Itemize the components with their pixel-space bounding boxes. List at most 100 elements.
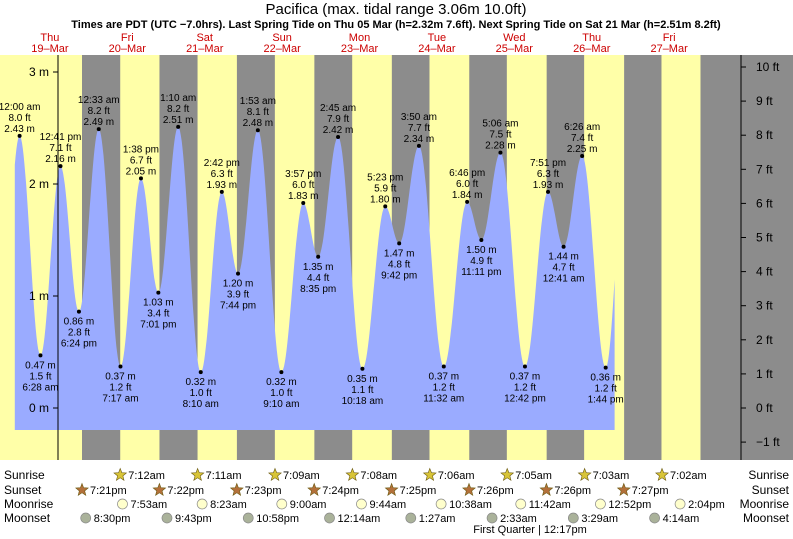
moonrise-moon-icon <box>674 498 686 510</box>
moonset-moon-icon <box>486 512 498 524</box>
tide-ft-label: 6.7 ft <box>130 155 152 166</box>
sunset-star-icon <box>616 482 631 496</box>
moonrise-time: 8:23am <box>210 499 247 511</box>
tide-time-label: 10:18 am <box>342 396 384 407</box>
tide-m-label: 0.47 m <box>25 360 56 371</box>
tide-point <box>255 128 260 133</box>
tide-time-label: 6:46 pm <box>449 168 485 179</box>
sunrise-time: 7:08am <box>360 470 397 482</box>
tide-ft-label: 6.3 ft <box>211 169 233 180</box>
tide-m-label: 2.25 m <box>567 144 598 155</box>
tide-m-label: 0.36 m <box>590 373 621 384</box>
header-layer: Pacifica (max. tidal range 3.06m 10.0ft)… <box>31 1 721 55</box>
tide-time-label: 12:42 pm <box>504 394 546 405</box>
tide-m-label: 0.35 m <box>347 374 378 385</box>
day-name: Fri <box>663 32 676 44</box>
tide-point <box>176 124 181 129</box>
sunset-time: 7:21pm <box>90 485 127 497</box>
sunrise-time: 7:02am <box>670 470 707 482</box>
moonset-time: 12:14am <box>338 513 381 525</box>
tide-ft-label: 7.9 ft <box>327 114 349 125</box>
tide-ft-label: 8.2 ft <box>88 106 110 117</box>
moonset-time: 8:30pm <box>94 513 131 525</box>
tide-point <box>479 238 484 242</box>
tide-time-label: 9:10 am <box>263 399 299 410</box>
tide-point <box>383 204 388 209</box>
tide-time-label: 3:50 am <box>401 112 437 123</box>
tide-ft-label: 1.5 ft <box>29 371 51 382</box>
tide-point <box>58 164 63 169</box>
moonset-moon-icon <box>242 512 254 524</box>
sunrise-time: 7:06am <box>438 470 475 482</box>
moonset-row-label-left: Moonset <box>4 511 51 525</box>
tide-time-label: 6:24 pm <box>61 339 97 350</box>
sunset-time: 7:26pm <box>554 485 591 497</box>
tide-time-label: 7:01 pm <box>140 320 176 331</box>
day-name: Thu <box>40 32 59 44</box>
tide-label-layer: 12:00 am8.0 ft2.43 m 0.47 m1.5 ft6:28 am 1… <box>0 93 624 410</box>
tide-time-label: 5:06 am <box>482 119 518 130</box>
day-name: Sun <box>272 32 292 44</box>
moonset-moon-icon <box>405 512 417 524</box>
tide-m-label: 2.05 m <box>126 166 157 177</box>
tide-m-label: 1.83 m <box>288 191 319 202</box>
tide-time-label: 12:00 am <box>0 102 40 113</box>
moonset-time: 1:27am <box>419 513 456 525</box>
tide-m-label: 1.03 m <box>143 298 174 309</box>
tide-point <box>580 154 585 158</box>
day-date: 26–Mar <box>573 43 611 55</box>
sunset-star-icon <box>229 482 244 496</box>
moonrise-moon-icon <box>515 498 527 510</box>
tide-time-label: 3:57 pm <box>285 169 321 180</box>
tide-m-label: 1.93 m <box>533 180 564 191</box>
tide-point <box>441 364 446 369</box>
moonrise-row-label-left: Moonrise <box>4 497 54 511</box>
left-tick-label: 2 m <box>29 177 49 191</box>
day-date: 23–Mar <box>341 43 379 55</box>
sunset-row-label-right: Sunset <box>752 483 790 497</box>
axis-layer: 3 m 2 m 1 m 0 m 10 ft 9 ft 8 ft 7 ft 6 ft 5 ft 4 f… <box>29 55 780 460</box>
day-date: 25–Mar <box>496 43 534 55</box>
tide-m-label: 2.43 m <box>4 124 35 135</box>
tide-m-label: 1.44 m <box>548 252 579 263</box>
tide-time-label: 12:41 am <box>543 274 585 285</box>
tide-time-label: 9:42 pm <box>381 270 417 281</box>
tide-point <box>498 150 503 155</box>
tide-time-label: 7:17 am <box>102 394 138 405</box>
day-date: 22–Mar <box>263 43 301 55</box>
tide-m-label: 0.37 m <box>510 372 541 383</box>
moonrise-time: 7:53am <box>130 499 167 511</box>
tide-m-label: 2.28 m <box>485 141 516 152</box>
tide-m-label: 2.48 m <box>243 118 274 129</box>
sunset-star-icon <box>539 482 554 496</box>
tide-point <box>279 370 284 375</box>
tide-m-label: 0.86 m <box>64 317 95 328</box>
tide-point <box>138 176 143 181</box>
tide-point <box>156 290 161 295</box>
tide-m-label: 1.80 m <box>370 194 401 205</box>
moonset-time: 9:43pm <box>175 513 212 525</box>
day-name: Thu <box>582 32 601 44</box>
sunset-star-icon <box>384 482 399 496</box>
moonrise-row-label-right: Moonrise <box>740 497 790 511</box>
right-tick-label: 4 ft <box>756 265 773 279</box>
tide-point <box>336 134 341 139</box>
sunrise-time: 7:05am <box>515 470 552 482</box>
sunset-time: 7:25pm <box>400 485 437 497</box>
tide-ft-label: 8.2 ft <box>167 104 189 115</box>
tide-point <box>561 244 566 249</box>
moonset-time: 2:33am <box>500 513 537 525</box>
sunrise-row-label-right: Sunrise <box>748 468 789 482</box>
moonrise-moon-icon <box>595 498 606 510</box>
tide-m-label: 1.93 m <box>207 180 238 191</box>
moonrise-moon-icon <box>117 498 128 510</box>
tide-m-label: 2.16 m <box>45 154 76 165</box>
tide-ft-label: 8.1 ft <box>247 107 269 118</box>
sunset-time: 7:26pm <box>477 485 514 497</box>
moonset-moon-icon <box>324 512 335 524</box>
sunset-star-icon <box>462 482 476 496</box>
tide-area-layer <box>14 127 615 430</box>
tide-time-label: 1:10 am <box>160 93 196 104</box>
left-tick-label: 0 m <box>29 401 49 415</box>
day-date: 21–Mar <box>186 43 224 55</box>
